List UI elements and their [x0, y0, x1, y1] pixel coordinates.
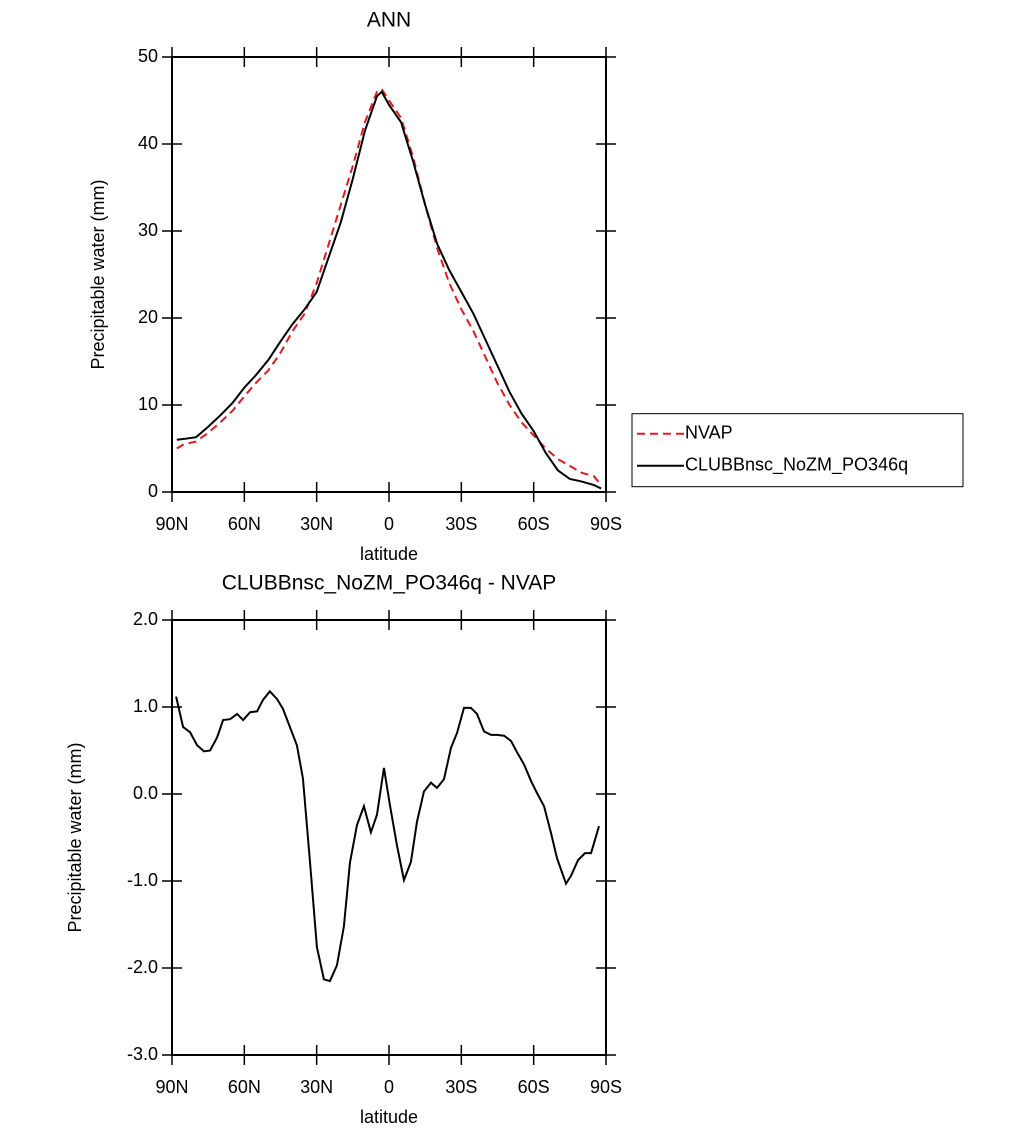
data-line [176, 90, 602, 490]
legend: NVAP CLUBBnsc_NoZM_PO346q [631, 413, 964, 488]
x-tick-label: 30N [300, 1077, 333, 1097]
x-tick-label: 60S [518, 1077, 550, 1097]
y-tick-label: -2.0 [127, 957, 158, 977]
y-tick-label: 20 [138, 307, 158, 327]
data-line [176, 87, 602, 486]
x-tick-label: 90N [155, 1077, 188, 1097]
legend-label: NVAP [685, 422, 733, 442]
y-tick-label: 30 [138, 220, 158, 240]
legend-label: CLUBBnsc_NoZM_PO346q [685, 454, 908, 475]
y-tick-label: 0 [148, 481, 158, 501]
y-tick-label: 1.0 [133, 696, 158, 716]
plot-frame [171, 56, 607, 493]
chart-title: ANN [367, 9, 411, 32]
chart-title: CLUBBnsc_NoZM_PO346q - NVAP [222, 572, 557, 595]
x-tick-label: 60S [518, 514, 550, 534]
x-tick-label: 30S [445, 1077, 477, 1097]
y-axis-label: Precipitable water (mm) [65, 742, 85, 932]
y-tick-label: 2.0 [133, 609, 158, 629]
plot-frame [171, 619, 607, 1056]
x-tick-label: 90S [590, 514, 622, 534]
legend-box [631, 413, 964, 488]
y-tick-label: -3.0 [127, 1044, 158, 1064]
y-tick-label: -1.0 [127, 870, 158, 890]
x-tick-label: 30S [445, 514, 477, 534]
data-line [175, 689, 600, 983]
x-axis-label: latitude [360, 1107, 418, 1127]
y-tick-label: 50 [138, 46, 158, 66]
x-tick-label: 90S [590, 1077, 622, 1097]
x-tick-label: 0 [384, 514, 394, 534]
x-tick-label: 60N [228, 1077, 261, 1097]
y-tick-label: 40 [138, 133, 158, 153]
y-tick-label: 0.0 [133, 783, 158, 803]
x-tick-label: 0 [384, 1077, 394, 1097]
x-axis-label: latitude [360, 544, 418, 564]
x-tick-label: 60N [228, 514, 261, 534]
x-tick-label: 90N [155, 514, 188, 534]
x-tick-label: 30N [300, 514, 333, 534]
y-axis-label: Precipitable water (mm) [88, 179, 108, 369]
y-tick-label: 10 [138, 394, 158, 414]
